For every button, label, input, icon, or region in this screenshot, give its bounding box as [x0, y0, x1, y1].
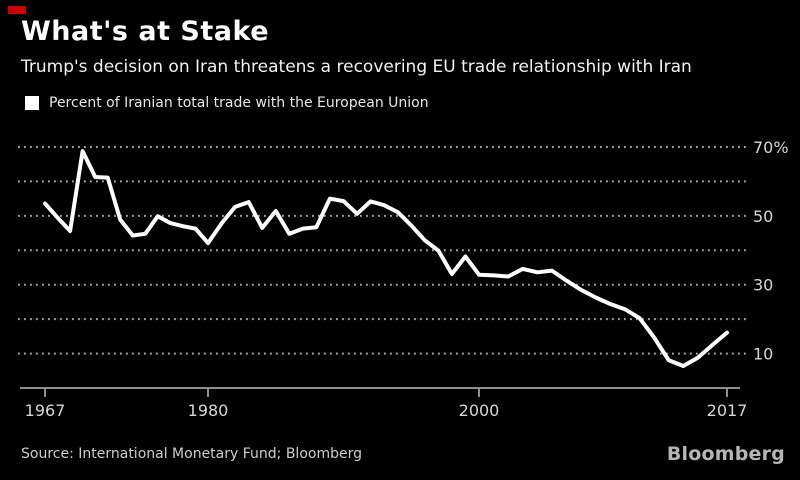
svg-text:2017: 2017 — [707, 401, 748, 420]
bloomberg-logo: Bloomberg — [666, 443, 785, 465]
svg-text:2000: 2000 — [459, 401, 500, 420]
page-title: What's at Stake — [21, 16, 270, 47]
chart-subtitle: Trump's decision on Iran threatens a rec… — [21, 57, 692, 77]
legend: Percent of Iranian total trade with the … — [25, 95, 429, 111]
svg-text:1980: 1980 — [188, 401, 229, 420]
svg-text:10: 10 — [753, 345, 773, 364]
svg-text:1967: 1967 — [25, 401, 66, 420]
svg-text:70%: 70% — [753, 138, 789, 157]
svg-text:50: 50 — [753, 207, 773, 226]
svg-text:30: 30 — [753, 276, 773, 295]
source-note: Source: International Monetary Fund; Blo… — [21, 446, 362, 462]
bloomberg-red-accent-bar — [8, 6, 26, 14]
legend-label: Percent of Iranian total trade with the … — [49, 95, 429, 111]
legend-swatch-icon — [25, 96, 39, 110]
